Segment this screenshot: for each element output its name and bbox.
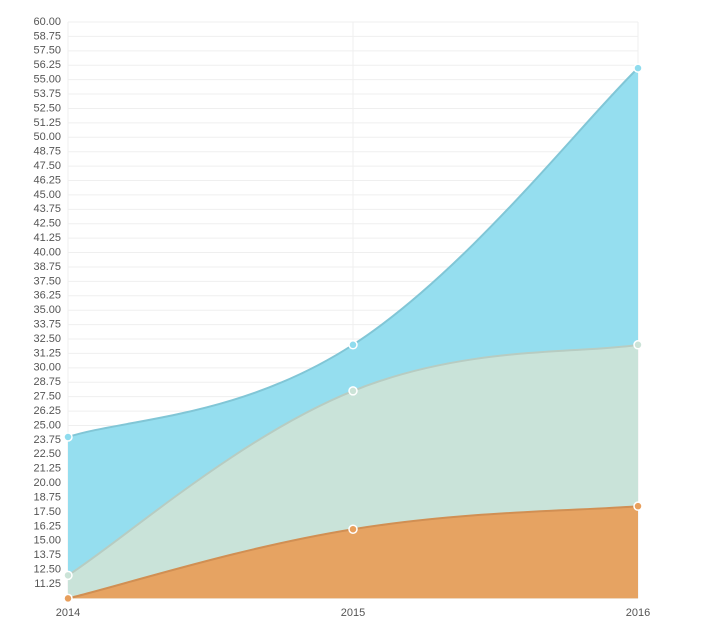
y-tick-label: 26.25 — [33, 405, 61, 417]
y-tick-label: 33.75 — [33, 319, 61, 331]
y-tick-label: 57.50 — [33, 45, 61, 57]
point — [633, 340, 643, 350]
point — [633, 501, 643, 511]
y-tick-label: 45.00 — [33, 189, 61, 201]
y-tick-label: 53.75 — [33, 88, 61, 100]
y-tick-label: 56.25 — [33, 59, 61, 71]
x-tick-label: 2016 — [626, 607, 650, 619]
y-tick-label: 31.25 — [33, 347, 61, 359]
y-tick-label: 28.75 — [33, 376, 61, 388]
y-tick-label: 51.25 — [33, 117, 61, 129]
y-tick-label: 48.75 — [33, 146, 61, 158]
y-tick-label: 52.50 — [33, 102, 61, 114]
point — [63, 570, 73, 581]
y-tick-label: 41.25 — [33, 232, 61, 244]
y-tick-label: 15.00 — [33, 535, 61, 547]
point — [348, 340, 358, 350]
y-tick-label: 20.00 — [33, 477, 61, 489]
x-tick-label: 2015 — [341, 607, 365, 619]
y-tick-label: 13.75 — [33, 549, 61, 561]
y-tick-label: 43.75 — [33, 203, 61, 215]
y-tick-label: 21.25 — [33, 463, 61, 475]
y-tick-label: 50.00 — [33, 131, 61, 143]
y-tick-label: 60.00 — [33, 16, 61, 28]
y-tick-label: 36.25 — [33, 290, 61, 302]
y-tick-label: 32.50 — [33, 333, 61, 345]
y-tick-label: 37.50 — [33, 275, 61, 287]
area — [68, 506, 638, 599]
y-tick-label: 11.25 — [34, 578, 61, 590]
y-tick-label: 46.25 — [33, 174, 61, 186]
y-tick-label: 27.50 — [33, 391, 61, 403]
y-tick-label: 55.00 — [33, 74, 61, 86]
point — [63, 593, 73, 604]
y-tick-label: 23.75 — [33, 434, 61, 446]
y-tick-label: 42.50 — [33, 218, 61, 230]
x-tick-label: 2014 — [56, 607, 80, 619]
y-tick-label: 18.75 — [33, 491, 61, 503]
point — [63, 432, 73, 442]
y-tick-label: 12.50 — [33, 563, 61, 575]
y-tick-label: 58.75 — [33, 30, 61, 42]
y-tick-label: 16.25 — [33, 520, 61, 532]
point — [633, 63, 643, 73]
y-tick-label: 30.00 — [33, 362, 61, 374]
y-tick-label: 22.50 — [33, 448, 61, 460]
y-tick-label: 17.50 — [33, 506, 61, 518]
y-tick-label: 38.75 — [33, 261, 61, 273]
y-tick-label: 40.00 — [33, 246, 61, 258]
point — [348, 386, 358, 396]
line — [67, 67, 639, 438]
y-tick-label: 35.00 — [33, 304, 61, 316]
point — [348, 524, 358, 534]
y-tick-label: 25.00 — [33, 419, 61, 431]
y-tick-label: 47.50 — [33, 160, 61, 172]
